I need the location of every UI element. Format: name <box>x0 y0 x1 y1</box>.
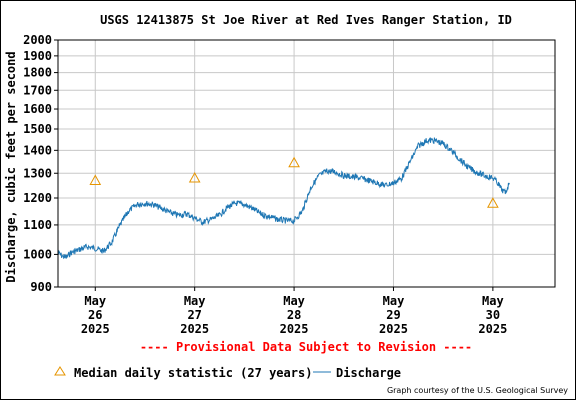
discharge-line <box>57 136 510 260</box>
y-tick-label: 1800 <box>23 66 52 80</box>
usgs-credit: Graph courtesy of the U.S. Geological Su… <box>387 386 568 395</box>
x-tick-label: 28 <box>287 308 301 322</box>
series-layer <box>57 136 510 260</box>
y-tick-label: 1900 <box>23 49 52 63</box>
y-tick-label: 1000 <box>23 247 52 261</box>
y-axis-ticks: 900 1000 1100 1200 1300 1400 1500 1600 1700 1800 1… <box>23 33 58 294</box>
x-tick-label: May <box>84 294 106 308</box>
y-tick-label: 1400 <box>23 143 52 157</box>
plot-area-border <box>57 39 556 288</box>
grid-lines <box>58 39 555 288</box>
y-tick-label: 1100 <box>23 218 52 232</box>
y-tick-label: 1300 <box>23 166 52 180</box>
x-tick-label: May <box>383 294 405 308</box>
y-tick-label: 900 <box>30 280 52 294</box>
y-axis-label: Discharge, cubic feet per second <box>4 51 18 282</box>
y-tick-label: 2000 <box>23 33 52 47</box>
y-tick-label: 1500 <box>23 122 52 136</box>
y-tick-label: 1600 <box>23 102 52 116</box>
x-tick-label: 2025 <box>81 322 110 336</box>
y-tick-label: 1200 <box>23 191 52 205</box>
x-tick-label: 2025 <box>478 322 507 336</box>
x-axis-ticks: May262025May272025May282025May292025May3… <box>81 287 507 336</box>
x-tick-label: 26 <box>88 308 102 322</box>
x-tick-label: 29 <box>386 308 400 322</box>
x-tick-label: 2025 <box>180 322 209 336</box>
provisional-note: ---- Provisional Data Subject to Revisio… <box>140 340 472 354</box>
x-tick-label: 2025 <box>280 322 309 336</box>
y-tick-label: 1700 <box>23 83 52 97</box>
x-tick-label: May <box>482 294 504 308</box>
legend-median-marker <box>54 366 66 376</box>
x-tick-label: May <box>283 294 305 308</box>
legend-discharge-label: Discharge <box>336 366 401 380</box>
legend-median-label: Median daily statistic (27 years) <box>74 366 312 380</box>
median-marker <box>288 156 300 168</box>
median-marker <box>487 197 499 208</box>
x-tick-label: 27 <box>187 308 201 322</box>
median-marker <box>188 172 201 183</box>
x-tick-label: May <box>184 294 206 308</box>
legend: Median daily statistic (27 years) Discha… <box>54 366 401 380</box>
x-tick-label: 2025 <box>379 322 408 336</box>
chart-title: USGS 12413875 St Joe River at Red Ives R… <box>100 13 512 27</box>
median-marker <box>89 174 102 185</box>
x-tick-label: 30 <box>486 308 500 322</box>
